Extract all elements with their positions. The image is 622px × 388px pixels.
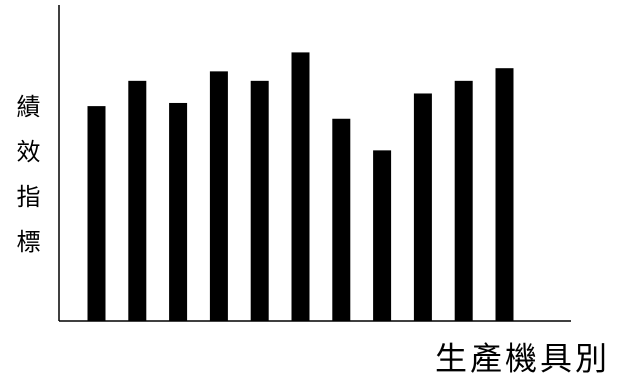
bar — [332, 118, 351, 321]
bar — [128, 80, 147, 321]
bar — [209, 71, 228, 321]
bar — [495, 68, 514, 321]
bar — [373, 150, 392, 321]
bar — [291, 52, 310, 322]
bar — [87, 106, 106, 322]
x-axis-label: 生產機具別 — [435, 340, 610, 376]
bar — [250, 80, 269, 321]
bar — [454, 80, 473, 321]
bar — [413, 93, 432, 321]
bar — [169, 102, 188, 322]
y-axis-label: 績效指標 — [12, 94, 40, 274]
